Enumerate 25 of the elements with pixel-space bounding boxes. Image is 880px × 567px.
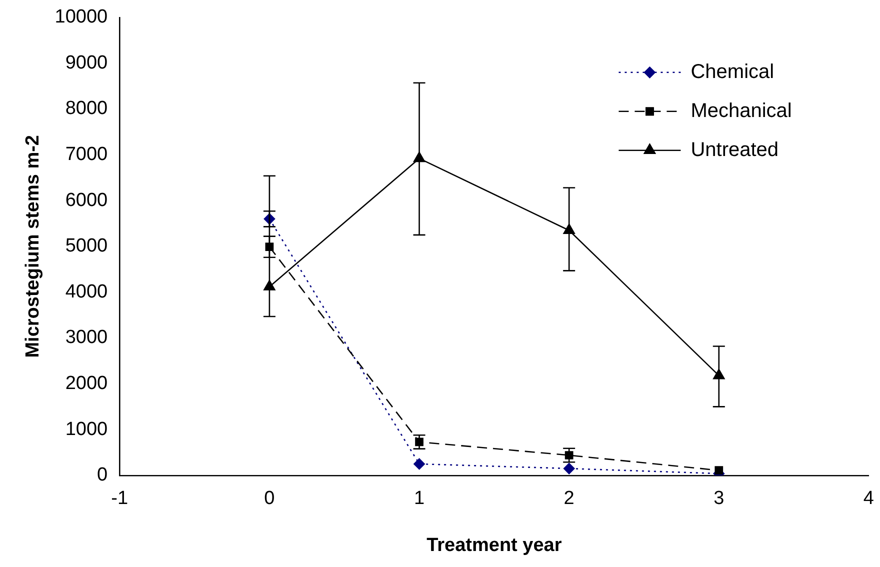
legend-label: Untreated — [690, 138, 779, 161]
y-tick-label: 9000 — [65, 52, 108, 74]
y-tick-label: 4000 — [65, 281, 108, 302]
y-tick-label: 3000 — [65, 327, 108, 348]
point — [563, 462, 575, 474]
legend-label: Mechanical — [690, 100, 792, 122]
x-tick-label: 1 — [414, 488, 425, 510]
x-axis-title: Treatment year — [426, 534, 562, 556]
x-tick-label: 3 — [714, 488, 724, 510]
y-tick-label: 10000 — [54, 6, 108, 28]
y-tick-label: 6000 — [65, 190, 108, 211]
x-tick-label: 0 — [264, 488, 275, 510]
y-tick-label: 1000 — [65, 418, 108, 440]
y-tick-label: 5000 — [65, 236, 108, 257]
x-tick-label: 4 — [863, 488, 874, 510]
point — [264, 280, 276, 290]
y-tick-label: 0 — [97, 464, 108, 486]
point — [414, 458, 425, 470]
y-tick-label: 2000 — [65, 373, 108, 394]
x-tick-label: -1 — [111, 488, 128, 510]
x-tick-label: 2 — [564, 488, 574, 510]
y-tick-label: 7000 — [65, 144, 108, 166]
y-tick-label: 8000 — [65, 98, 108, 120]
legend-label: Chemical — [690, 60, 774, 83]
y-axis-title: Microstegium stems m-2 — [22, 135, 44, 358]
